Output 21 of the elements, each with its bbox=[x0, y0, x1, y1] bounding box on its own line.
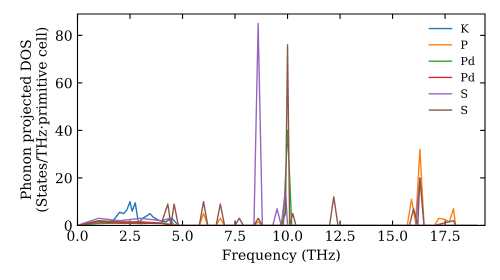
x-tick-label: 15.0 bbox=[378, 230, 408, 242]
y-tick-label: 0 bbox=[64, 220, 72, 231]
x-tick-label: 5.0 bbox=[172, 230, 193, 242]
x-tick-label: 17.5 bbox=[431, 230, 460, 242]
x-tick-label: 7.5 bbox=[225, 230, 246, 242]
x-tick-label: 12.5 bbox=[326, 230, 354, 242]
y-axis-title: Phonon projected DOS (States/THz·primitive cell) bbox=[20, 28, 50, 212]
y-tick-label: 20 bbox=[56, 172, 72, 184]
y-tick-label: 80 bbox=[56, 30, 72, 41]
x-tick-label: 2.5 bbox=[120, 230, 140, 242]
legend-label: Pd bbox=[461, 72, 475, 82]
legend-label: S bbox=[461, 89, 468, 98]
legend-label: K bbox=[461, 24, 469, 32]
y-tick-label: 40 bbox=[55, 125, 72, 136]
legend-label: S bbox=[461, 106, 468, 114]
x-tick-label: 10.0 bbox=[274, 230, 302, 242]
x-axis-title: Frequency (THz) bbox=[222, 249, 340, 263]
legend-label: P bbox=[461, 40, 468, 49]
legend-label: Pd bbox=[461, 56, 475, 66]
y-tick-label: 60 bbox=[56, 78, 72, 88]
x-tick-label: 0.0 bbox=[67, 230, 88, 242]
